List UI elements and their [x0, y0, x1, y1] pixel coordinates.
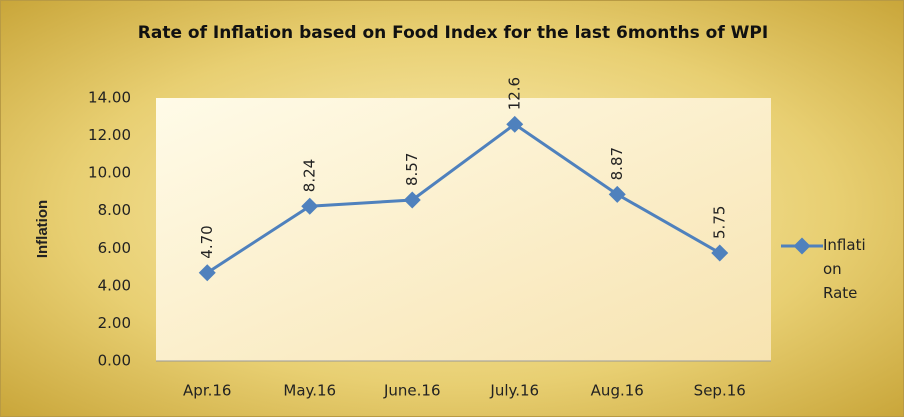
x-tick-label: Sep.16 — [694, 382, 746, 400]
data-label: 4.70 — [198, 225, 216, 258]
y-tick-label: 2.00 — [98, 314, 131, 332]
x-tick-label: June.16 — [383, 382, 441, 400]
marker — [711, 244, 729, 262]
y-tick-label: 6.00 — [98, 239, 131, 257]
y-tick-label: 12.00 — [88, 126, 131, 144]
y-tick-label: 10.00 — [88, 164, 131, 182]
line — [206, 122, 721, 274]
data-label: 8.87 — [608, 147, 626, 180]
data-label: 5.75 — [710, 206, 728, 239]
y-tick-label: 0.00 — [98, 352, 131, 370]
marker — [506, 115, 524, 133]
x-tick-label: Apr.16 — [183, 382, 231, 400]
y-tick-label: 4.00 — [98, 276, 131, 294]
marker — [301, 197, 319, 215]
plot-area — [156, 98, 771, 361]
legend-marker — [793, 237, 811, 255]
marker — [403, 191, 421, 209]
y-axis-label: Inflation — [34, 200, 51, 258]
data-label: 12.6 — [505, 77, 523, 110]
y-tick-label: 14.00 — [88, 89, 131, 107]
data-label: 8.57 — [403, 153, 421, 186]
marker — [608, 185, 626, 203]
data-label: 8.24 — [300, 159, 318, 192]
x-tick-label: May.16 — [283, 382, 336, 400]
y-tick-label: 8.00 — [98, 201, 131, 219]
chart-title: Rate of Inflation based on Food Index fo… — [137, 23, 769, 43]
x-tick-label: Aug.16 — [591, 382, 644, 400]
x-tick-label: July.16 — [489, 382, 539, 400]
marker — [198, 264, 216, 282]
legend-label: Inflation Rate — [823, 236, 866, 302]
